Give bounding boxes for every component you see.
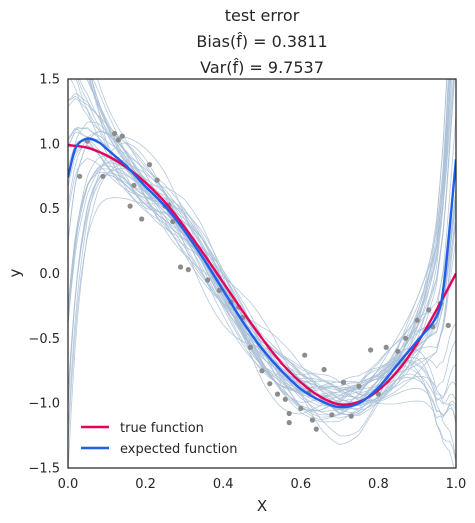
sample-point [414,317,420,323]
sample-point [127,203,133,209]
x-tick-label: 0.8 [368,477,389,492]
plot-clip-group [68,79,456,468]
legend: true function expected function [81,421,237,457]
bootstrap-fit-curve [68,142,456,431]
x-axis-label: X [257,497,267,515]
legend-label-true-function: true function [120,421,204,436]
sample-point [115,137,121,143]
y-tick-label: −1.5 [28,462,60,477]
chart-title-line-3: Var(f̂) = 9.7537 [200,58,324,77]
sample-point [282,396,288,402]
sample-point [259,368,265,374]
legend-label-expected-function: expected function [120,442,237,457]
x-tick-label: 1.0 [446,477,467,492]
sample-point [267,381,273,387]
chart-title-line-2: Bias(f̂) = 0.3811 [196,32,327,51]
plot-frame [67,78,457,469]
bootstrap-fit-curve [68,159,456,461]
sample-point [131,182,137,188]
y-tick-label: 0.5 [39,202,60,217]
sample-point [154,177,160,183]
sample-point [298,405,304,411]
sample-point [329,412,335,418]
sample-point [321,366,327,373]
sample-point [348,413,354,419]
sample-point [205,277,211,283]
y-tick-label: −0.5 [28,332,60,347]
sample-point [100,173,106,179]
sample-point [445,322,451,328]
sample-point [309,417,315,423]
bootstrap-fit-curve [91,79,456,416]
sample-point [383,344,389,350]
sample-point [119,133,125,139]
sample-point [177,264,184,270]
plot-area [68,79,456,468]
sample-point [146,162,153,168]
bootstrap-fit-curve [68,79,448,392]
expected-function-line [68,137,456,409]
y-tick-label: 1.5 [39,73,60,88]
sample-point [395,348,401,354]
sample-point [139,216,145,222]
sample-point [286,420,292,426]
x-tick-label: 0.4 [213,477,234,492]
sample-point [274,391,281,397]
bootstrap-fit-curve [68,121,456,463]
sample-point [286,410,292,417]
y-tick-label: 0.0 [39,267,60,282]
axes-ticks: 0.0 0.2 0.4 0.6 0.8 1.0 1.5 1.0 0.5 0.0 −0.5 −1.0 −1… [28,73,466,493]
sample-point [403,335,409,341]
bootstrap-fit-curve [91,79,456,419]
sample-point [247,344,253,350]
sample-point [340,379,347,385]
sample-point [77,173,83,179]
x-tick-label: 0.2 [135,477,156,492]
bootstrap-fit-curve [68,131,456,411]
x-tick-label: 0.0 [58,477,79,492]
chart-title-line-1: test error [225,6,300,25]
sample-point [375,391,381,397]
y-tick-label: −1.0 [28,397,60,412]
bootstrap-fit-curve [75,79,452,412]
x-tick-label: 0.6 [290,477,311,492]
y-axis-label: y [6,268,24,277]
sample-point [112,130,118,137]
sample-point [313,426,319,432]
bootstrap-fit-curve [68,197,456,446]
sample-point [170,219,176,225]
sample-point [356,383,362,389]
bootstrap-fit-curve [70,79,454,437]
sample-point [185,267,191,273]
sample-point [426,307,432,313]
y-tick-label: 1.0 [39,137,60,152]
bootstrap-fit-curve [68,114,456,396]
sample-point [302,352,308,358]
sample-point [368,347,374,353]
sample-point [216,287,222,293]
